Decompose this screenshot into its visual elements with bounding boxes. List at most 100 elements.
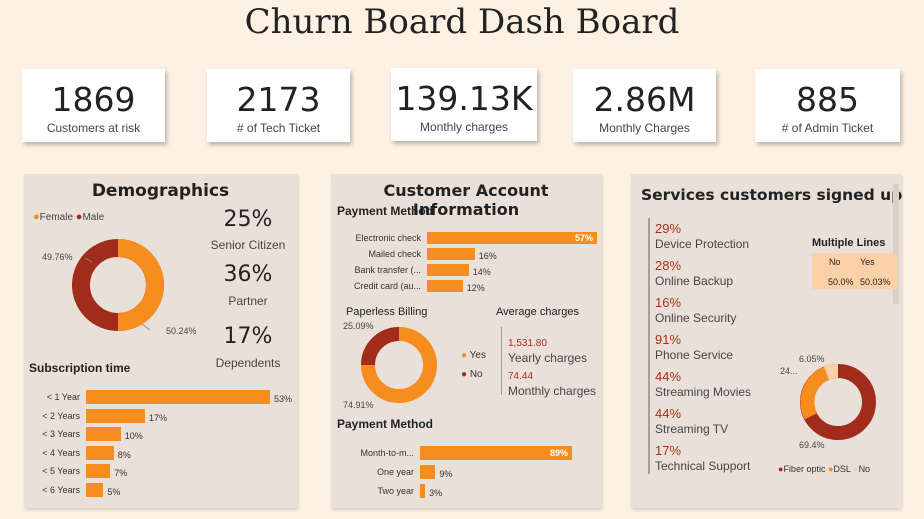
services-panel: [631, 174, 901, 508]
dependents-value: 17%: [223, 324, 273, 349]
kpi-label: # of Tech Ticket: [236, 121, 321, 135]
legend-dsl: DSL: [833, 464, 851, 474]
legend-no: No: [858, 464, 871, 474]
service-percent: 44%: [655, 369, 682, 384]
bar-category-label: < 1 Year: [46, 392, 80, 402]
service-name: Online Backup: [655, 274, 734, 288]
donut-label-male: 49.76%: [42, 252, 73, 262]
service-name: Streaming TV: [655, 422, 729, 436]
divider: [501, 327, 502, 395]
dashboard-title: Churn Board Dash Board: [244, 2, 680, 42]
bar-value-label: 16%: [478, 251, 497, 261]
bar-value-label: 12%: [466, 283, 485, 293]
internet-legend[interactable]: ●Fiber optic ●DSL ●No: [778, 464, 870, 474]
bar-category-label: Credit card (au...: [353, 281, 421, 291]
kpi-label: # of Admin Ticket: [781, 121, 874, 135]
payment-method-title-2: Payment Method: [337, 417, 434, 431]
kpi-card-customers-at-risk[interactable]: 1869 Customers at risk: [22, 69, 165, 142]
partner-label: Partner: [228, 294, 268, 308]
multiple-lines-title: Multiple Lines: [812, 237, 886, 249]
donut-slice-female: [117, 239, 164, 331]
kpi-card-monthly-charges[interactable]: 139.13K Monthly charges: [391, 68, 537, 141]
kpi-card-monthly-charges-total[interactable]: 2.86M Monthly Charges: [573, 69, 716, 142]
bar-value-label: 14%: [472, 267, 491, 277]
bar-category-label: Month-to-m...: [360, 448, 414, 458]
multiple-lines-table: [812, 253, 897, 289]
bar[interactable]: [427, 280, 463, 292]
services-divider: [648, 218, 650, 474]
bar[interactable]: [427, 248, 475, 260]
bar[interactable]: [420, 465, 436, 479]
scrollbar[interactable]: [893, 184, 899, 304]
kpi-label: Monthly Charges: [599, 121, 690, 135]
service-name: Technical Support: [655, 459, 751, 473]
bar-value-label: 89%: [550, 448, 569, 458]
dependents-label: Dependents: [215, 356, 281, 370]
legend-yes-label: Yes: [469, 350, 486, 361]
bar-category-label: Bank transfer (...: [354, 265, 421, 275]
gender-legend[interactable]: ●Female ●Male: [33, 211, 104, 223]
bar-category-label: Two year: [377, 486, 414, 496]
bar-category-label: Electronic check: [355, 233, 421, 243]
kpi-label: Monthly charges: [419, 120, 509, 134]
service-percent: 16%: [655, 295, 682, 310]
yearly-charges-value: 1,531.80: [508, 338, 547, 349]
kpi-label: Customers at risk: [46, 121, 141, 135]
bar[interactable]: [86, 445, 114, 460]
bar-category-label: < 5 Years: [42, 466, 80, 476]
kpi-card-tech-ticket[interactable]: 2173 # of Tech Ticket: [207, 69, 350, 142]
bar[interactable]: [420, 484, 426, 498]
bar[interactable]: [86, 482, 104, 497]
service-name: Streaming Movies: [655, 385, 752, 399]
service-name: Phone Service: [655, 348, 734, 362]
legend-yes[interactable]: ● Yes: [461, 350, 486, 361]
bar[interactable]: [427, 264, 469, 276]
bar-value-label: 57%: [575, 233, 594, 243]
internet-label-dsl: 24...: [780, 366, 798, 376]
bar[interactable]: [420, 446, 572, 460]
bar-value-label: 9%: [439, 469, 453, 479]
multiple-lines-col-no: No: [829, 257, 841, 267]
legend-dot-icon: ●: [461, 369, 468, 380]
kpi-value: 2173: [236, 80, 321, 119]
legend-fiber: Fiber optic: [783, 464, 826, 474]
service-percent: 44%: [655, 406, 682, 421]
monthly-charges-value: 74.44: [508, 371, 534, 382]
kpi-value: 885: [796, 80, 859, 119]
internet-label-fiber: 69.4%: [799, 440, 825, 450]
paperless-donut[interactable]: [340, 318, 450, 408]
legend-dot-icon: ●: [778, 464, 784, 474]
services-title: Services customers signed up: [641, 186, 903, 204]
multiple-lines-val-yes: 50.03%: [860, 277, 891, 287]
service-percent: 91%: [655, 332, 682, 347]
bar[interactable]: [427, 232, 597, 244]
multiple-lines-val-no: 50.0%: [828, 277, 854, 287]
bar[interactable]: [86, 408, 146, 423]
monthly-charges-label: Monthly charges: [508, 384, 597, 398]
kpi-value: 2.86M: [593, 80, 696, 119]
kpi-card-admin-ticket[interactable]: 885 # of Admin Ticket: [755, 69, 900, 142]
legend-female: Female: [39, 212, 74, 223]
senior-citizen-value: 25%: [223, 207, 273, 232]
internet-service-donut[interactable]: [790, 357, 890, 447]
service-percent: 17%: [655, 443, 682, 458]
senior-citizen-label: Senior Citizen: [210, 238, 286, 252]
average-charges-title: Average charges: [496, 306, 579, 318]
bar-value-label: 5%: [107, 486, 121, 497]
legend-dot-icon: ●: [33, 211, 40, 223]
donut-slice-no: [823, 363, 839, 380]
legend-dot-icon: ●: [75, 211, 83, 223]
bar[interactable]: [86, 464, 111, 478]
legend-no[interactable]: ● No: [461, 369, 483, 380]
bar-category-label: < 3 Years: [42, 429, 80, 439]
legend-dot-icon: ●: [853, 464, 859, 474]
bar[interactable]: [86, 427, 121, 441]
bar[interactable]: [86, 390, 270, 404]
bar-category-label: < 2 Years: [42, 410, 80, 421]
donut-slice-no: [361, 327, 400, 366]
service-name: Online Security: [655, 311, 737, 325]
gender-donut[interactable]: [30, 230, 210, 340]
legend-dot-icon: ●: [827, 464, 834, 474]
paperless-label-no: 25.09%: [343, 321, 374, 331]
multiple-lines-col-yes: Yes: [860, 257, 875, 267]
